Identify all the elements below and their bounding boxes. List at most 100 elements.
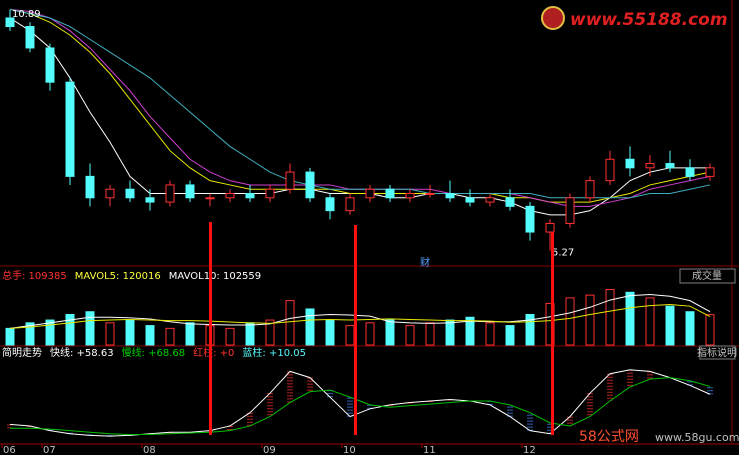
volume-bar bbox=[265, 319, 275, 346]
candle-body bbox=[105, 188, 115, 199]
legend-entry: 红柱: +0 bbox=[193, 346, 234, 359]
candle-body bbox=[185, 184, 195, 199]
volume-bar bbox=[645, 297, 655, 346]
marker: 财 bbox=[420, 256, 430, 269]
annotation: 10.89 bbox=[12, 9, 41, 20]
candle-body bbox=[225, 193, 235, 199]
button[interactable] bbox=[679, 268, 736, 284]
watermark: www.55188.com bbox=[570, 10, 728, 30]
volume-bar bbox=[125, 319, 135, 346]
volume-bar bbox=[605, 289, 615, 346]
volume-bar bbox=[85, 311, 95, 346]
volume-bar bbox=[385, 319, 395, 346]
line bbox=[9, 369, 711, 437]
candle-body bbox=[445, 193, 455, 199]
volume-bar bbox=[345, 325, 355, 346]
x-tick-label: 12 bbox=[523, 445, 536, 455]
candle-body bbox=[205, 197, 215, 200]
candle-body bbox=[285, 171, 295, 190]
legend-entry: 快线: +58.63 bbox=[50, 346, 114, 359]
annotation-line bbox=[354, 225, 357, 435]
candle-body bbox=[545, 222, 555, 233]
candle-body bbox=[325, 197, 335, 212]
x-tick-label: 10 bbox=[343, 445, 356, 455]
legend-entry: MAVOL10: 102559 bbox=[169, 271, 261, 282]
watermark: 58公式网 bbox=[579, 429, 639, 445]
legend-entry: 总手: 109385 bbox=[2, 269, 67, 282]
volume-bar bbox=[625, 291, 635, 346]
candle-body bbox=[365, 188, 375, 199]
candle-body bbox=[665, 163, 675, 169]
volume-bar bbox=[165, 327, 175, 346]
plot: 10.89 5.27 总手: 109385 MAVOL5: 120016 MAVOL10… bbox=[1, 8, 715, 455]
legend-entry: 简明走势 bbox=[2, 346, 42, 359]
line bbox=[9, 8, 711, 203]
logo bbox=[541, 6, 565, 30]
volume-bar bbox=[25, 322, 35, 346]
line bbox=[9, 294, 711, 329]
candle-body bbox=[405, 193, 415, 199]
volume-bar bbox=[325, 319, 335, 346]
candle-body bbox=[85, 175, 95, 199]
candle-body bbox=[145, 197, 155, 203]
annotation-line bbox=[209, 222, 212, 435]
line bbox=[10, 377, 711, 436]
candle-body bbox=[425, 193, 435, 196]
candle-body bbox=[5, 17, 15, 28]
legend-entry: 蓝柱: +10.05 bbox=[242, 346, 306, 359]
volume-bar bbox=[685, 311, 695, 346]
volume-bar bbox=[285, 300, 295, 346]
candle-body bbox=[25, 26, 35, 49]
volume-bar bbox=[45, 319, 55, 346]
button[interactable] bbox=[699, 345, 736, 360]
watermark: www.58gu.com bbox=[655, 431, 739, 444]
candle-body bbox=[245, 193, 255, 199]
volume-bar bbox=[485, 322, 495, 346]
candle-body bbox=[125, 188, 135, 199]
volume-bar bbox=[65, 314, 75, 346]
candle-body bbox=[265, 188, 275, 199]
volume-bar bbox=[5, 327, 15, 346]
volume-bar bbox=[145, 325, 155, 346]
volume-bar bbox=[405, 325, 415, 346]
candle-body bbox=[305, 171, 315, 199]
volume-bar bbox=[105, 322, 115, 346]
candle-body bbox=[645, 163, 655, 169]
candle-body bbox=[385, 188, 395, 199]
volume-bar bbox=[245, 322, 255, 346]
candle-body bbox=[345, 197, 355, 212]
x-tick-label: 09 bbox=[263, 445, 276, 455]
candle-body bbox=[685, 167, 695, 177]
volume-bar bbox=[565, 297, 575, 346]
volume-bar bbox=[505, 325, 515, 346]
x-tick-label: 06 bbox=[3, 445, 16, 455]
line bbox=[9, 304, 711, 329]
x-tick-label: 11 bbox=[423, 445, 436, 455]
button-label[interactable]: 指标说明 bbox=[697, 346, 737, 359]
annotation: 5.27 bbox=[552, 247, 574, 258]
x-tick-label: 08 bbox=[143, 445, 156, 455]
candle-body bbox=[485, 197, 495, 203]
volume-bar bbox=[225, 327, 235, 346]
legend-entry: 慢线: +68.68 bbox=[122, 346, 186, 359]
volume-bar bbox=[705, 314, 715, 346]
candle-body bbox=[465, 197, 475, 203]
volume-bar bbox=[465, 316, 475, 346]
button-label[interactable]: 成交量 bbox=[692, 269, 722, 282]
annotation-line bbox=[551, 232, 554, 435]
candle-body bbox=[585, 180, 595, 199]
candle-body bbox=[45, 47, 55, 83]
candle-body bbox=[505, 197, 515, 207]
candle-body bbox=[165, 184, 175, 203]
volume-bar bbox=[585, 294, 595, 346]
volume-bar bbox=[185, 322, 195, 346]
x-tick-label: 07 bbox=[43, 445, 56, 455]
volume-bar bbox=[665, 305, 675, 346]
candle-body bbox=[605, 158, 615, 182]
candle-body bbox=[625, 158, 635, 169]
legend-entry: MAVOL5: 120016 bbox=[75, 271, 161, 282]
candle-body bbox=[525, 205, 535, 233]
volume-bar bbox=[445, 319, 455, 346]
